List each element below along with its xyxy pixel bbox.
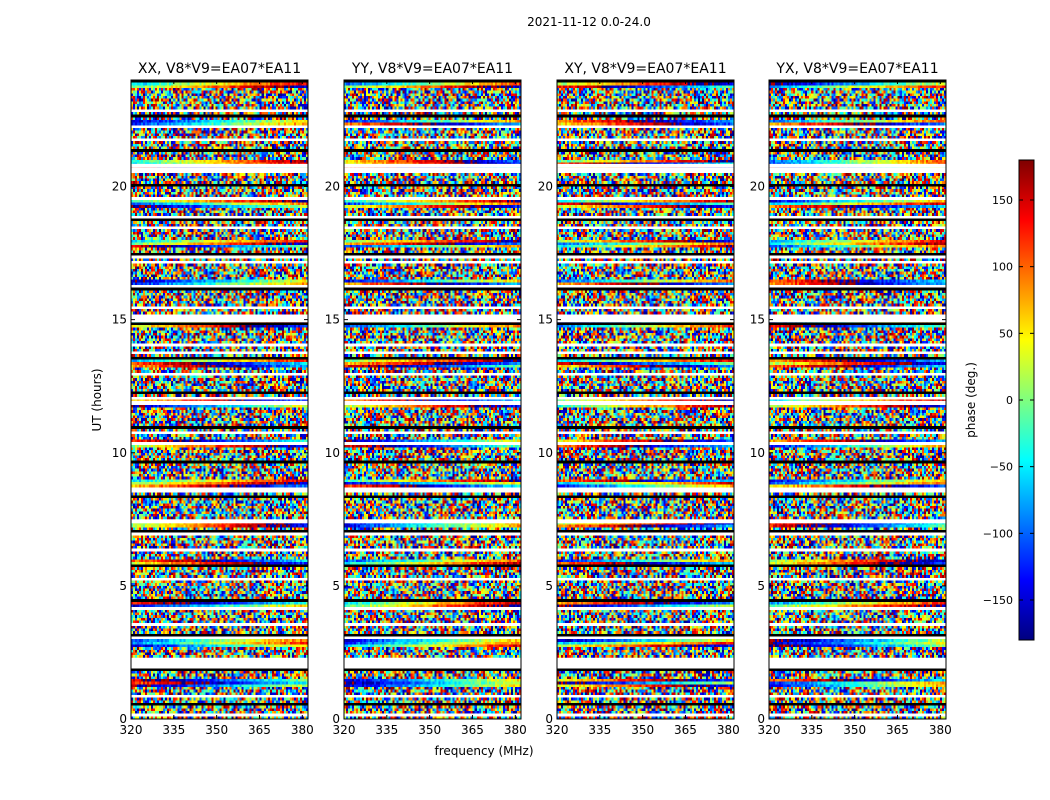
x-tick-label: 350 (631, 723, 654, 737)
x-tick-label: 380 (717, 723, 740, 737)
y-tick-label: 5 (545, 579, 553, 593)
x-tick-label: 320 (758, 723, 781, 737)
y-axis-label: UT (hours) (90, 368, 104, 431)
colorbar-tick-label: −100 (983, 527, 1013, 540)
y-tick-label: 15 (112, 313, 127, 327)
y-tick-label: 20 (112, 180, 127, 194)
x-tick-label: 320 (333, 723, 356, 737)
x-tick-label: 365 (461, 723, 484, 737)
panel-title: XY, V8*V9=EA07*EA11 (564, 61, 726, 77)
panel-0: XX, V8*V9=EA07*EA11 320 335 350 365 380 0 5 10 15… (112, 61, 314, 737)
panel-title: YY, V8*V9=EA07*EA11 (351, 61, 513, 77)
flagged-band (344, 197, 521, 200)
x-tick-label: 335 (800, 723, 823, 737)
heatmap-image (344, 80, 521, 719)
x-tick-label: 335 (588, 723, 611, 737)
y-tick-label: 15 (538, 313, 553, 327)
flagged-band (769, 163, 946, 168)
y-tick-label: 0 (545, 712, 553, 726)
panel-frame (556, 79, 735, 720)
y-tick-label: 15 (325, 313, 340, 327)
x-tick-label: 380 (291, 723, 314, 737)
y-tick-label: 0 (332, 712, 340, 726)
x-tick-label: 320 (546, 723, 569, 737)
flagged-band (131, 657, 308, 666)
colorbar-tick-label: −50 (990, 461, 1013, 474)
flagged-band (131, 163, 308, 168)
flagged-band (344, 316, 521, 323)
colorbar-tick-label: −150 (983, 594, 1013, 607)
x-tick-label: 380 (504, 723, 527, 737)
figure-suptitle: 2021-11-12 0.0-24.0 (527, 15, 651, 29)
flagged-band (131, 400, 308, 405)
flagged-band (557, 316, 734, 323)
colorbar: 150 100 50 0 −50 −100 −150 (983, 159, 1035, 641)
flagged-band (344, 163, 521, 168)
colorbar-tick-label: 100 (992, 261, 1013, 274)
panel-title: YX, V8*V9=EA07*EA11 (775, 61, 938, 77)
flagged-band (769, 400, 946, 405)
x-tick-label: 350 (205, 723, 228, 737)
colorbar-tick-label: 0 (1006, 394, 1013, 407)
y-tick-label: 10 (538, 446, 553, 460)
x-tick-label: 365 (674, 723, 697, 737)
panel-frame (768, 79, 947, 720)
y-tick-label: 5 (757, 579, 765, 593)
y-tick-label: 5 (332, 579, 340, 593)
flagged-band (131, 197, 308, 200)
y-tick-label: 0 (119, 712, 127, 726)
y-tick-label: 20 (325, 180, 340, 194)
flagged-band (769, 197, 946, 200)
flagged-band (769, 657, 946, 666)
y-tick-label: 20 (538, 180, 553, 194)
flagged-band (557, 163, 734, 168)
x-tick-label: 350 (418, 723, 441, 737)
flagged-band (557, 400, 734, 405)
flagged-band (344, 519, 521, 524)
panel-title: XX, V8*V9=EA07*EA11 (138, 61, 301, 77)
panel-frame (343, 79, 522, 720)
heatmap-image (557, 80, 734, 719)
heatmap-image (769, 80, 946, 719)
flagged-band (557, 197, 734, 200)
panel-frame (130, 79, 309, 720)
panels: XX, V8*V9=EA07*EA11 320 335 350 365 380 0 5 10 15… (112, 61, 952, 737)
y-tick-label: 5 (119, 579, 127, 593)
flagged-band (131, 519, 308, 524)
x-tick-label: 350 (843, 723, 866, 737)
flagged-band (769, 316, 946, 323)
colorbar-label: phase (deg.) (964, 362, 978, 438)
flagged-band (344, 400, 521, 405)
x-tick-label: 365 (886, 723, 909, 737)
y-tick-label: 20 (750, 180, 765, 194)
panel-3: YX, V8*V9=EA07*EA11 320 335 350 365 380 0 5 10 15… (750, 61, 952, 737)
y-tick-label: 10 (112, 446, 127, 460)
x-tick-label: 320 (120, 723, 143, 737)
panel-1: YY, V8*V9=EA07*EA11 320 335 350 365 380 0 5 10 15… (325, 61, 527, 737)
colorbar-tick-label: 150 (992, 194, 1013, 207)
panel-2: XY, V8*V9=EA07*EA11 320 335 350 365 380 0 5 10 15… (538, 61, 740, 737)
x-tick-label: 380 (929, 723, 952, 737)
flagged-band (344, 657, 521, 666)
flagged-band (557, 519, 734, 524)
x-tick-label: 335 (375, 723, 398, 737)
x-tick-label: 335 (162, 723, 185, 737)
y-tick-label: 15 (750, 313, 765, 327)
y-tick-label: 0 (757, 712, 765, 726)
colorbar-tick-label: 50 (999, 327, 1013, 340)
flagged-band (557, 657, 734, 666)
flagged-band (769, 519, 946, 524)
y-tick-label: 10 (325, 446, 340, 460)
x-axis-label: frequency (MHz) (434, 744, 533, 758)
y-tick-label: 10 (750, 446, 765, 460)
heatmap-image (131, 80, 308, 719)
flagged-band (131, 316, 308, 323)
x-tick-label: 365 (248, 723, 271, 737)
